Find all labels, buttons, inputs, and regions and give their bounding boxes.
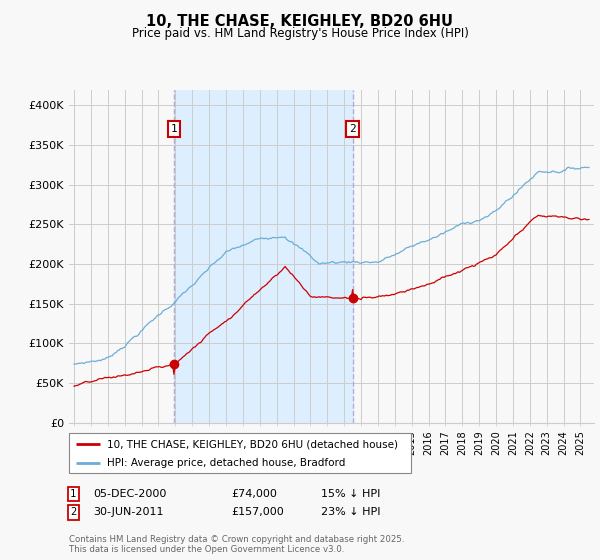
Text: HPI: Average price, detached house, Bradford: HPI: Average price, detached house, Brad… [107,458,345,468]
Text: 2: 2 [349,124,356,134]
Text: 05-DEC-2000: 05-DEC-2000 [93,489,166,499]
Bar [174,90,353,423]
Text: 2: 2 [70,507,76,517]
Text: 1: 1 [70,489,76,499]
Text: 23% ↓ HPI: 23% ↓ HPI [321,507,380,517]
Text: 30-JUN-2011: 30-JUN-2011 [93,507,163,517]
FancyBboxPatch shape [69,433,411,473]
Text: 15% ↓ HPI: 15% ↓ HPI [321,489,380,499]
Text: 1: 1 [170,124,178,134]
Text: £74,000: £74,000 [231,489,277,499]
Text: Price paid vs. HM Land Registry's House Price Index (HPI): Price paid vs. HM Land Registry's House … [131,27,469,40]
Text: Contains HM Land Registry data © Crown copyright and database right 2025.
This d: Contains HM Land Registry data © Crown c… [69,535,404,554]
Text: 10, THE CHASE, KEIGHLEY, BD20 6HU: 10, THE CHASE, KEIGHLEY, BD20 6HU [146,14,454,29]
Text: £157,000: £157,000 [231,507,284,517]
Text: 10, THE CHASE, KEIGHLEY, BD20 6HU (detached house): 10, THE CHASE, KEIGHLEY, BD20 6HU (detac… [107,439,398,449]
